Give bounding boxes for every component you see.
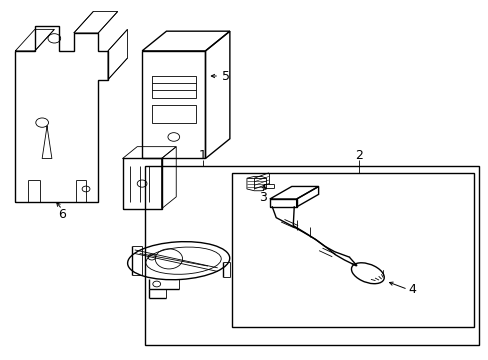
Text: 4: 4 bbox=[408, 283, 416, 296]
Text: 3: 3 bbox=[259, 191, 266, 204]
Bar bbox=[232, 173, 473, 327]
Text: 2: 2 bbox=[354, 149, 362, 162]
Text: 6: 6 bbox=[58, 208, 66, 221]
Text: 1: 1 bbox=[199, 149, 206, 162]
Text: 5: 5 bbox=[222, 69, 230, 82]
Bar bbox=[144, 166, 478, 345]
